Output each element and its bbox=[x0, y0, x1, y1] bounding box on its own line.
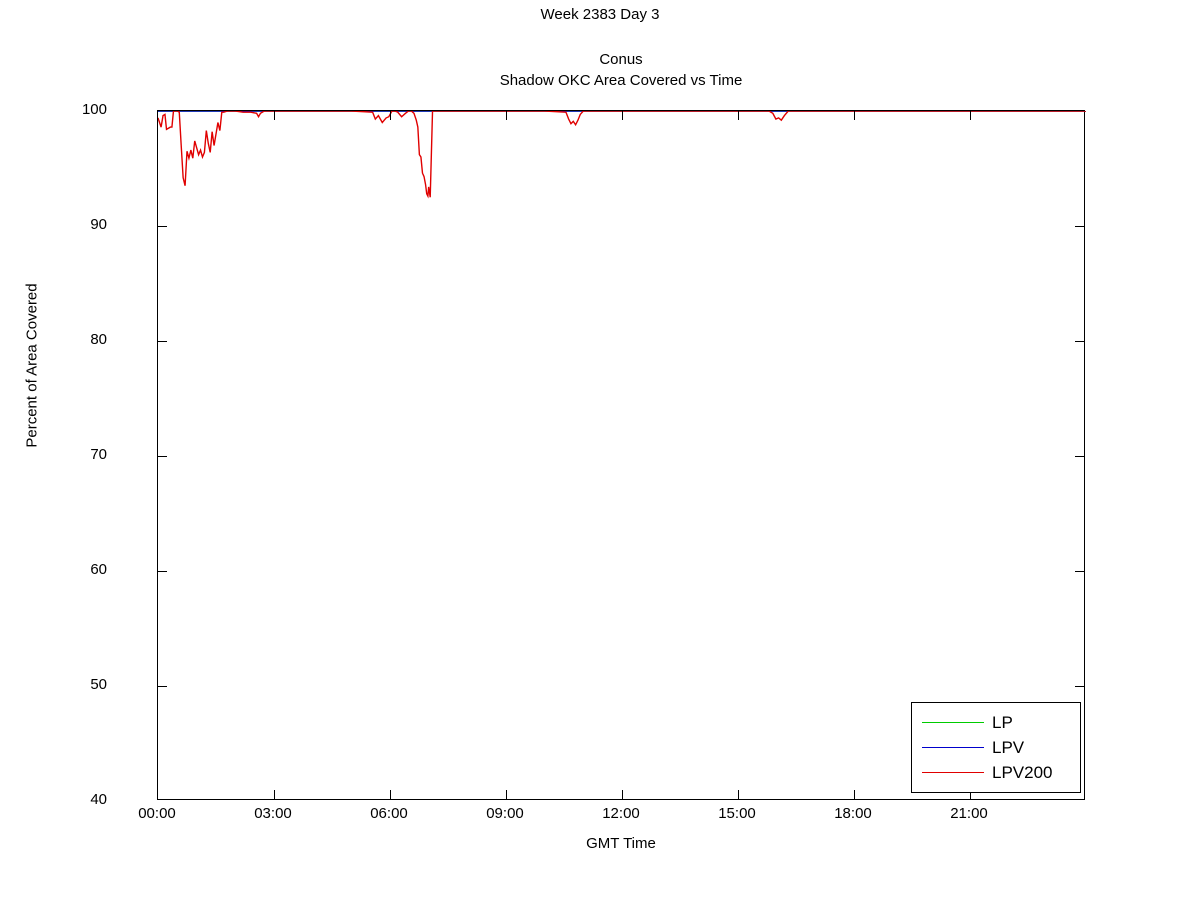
axes-title-line-2: Shadow OKC Area Covered vs Time bbox=[499, 72, 743, 89]
x-tick-mark bbox=[622, 790, 623, 799]
y-tick-label: 100 bbox=[81, 101, 107, 118]
legend-item-lpv200[interactable]: LPV200 bbox=[912, 760, 1080, 785]
x-tick-label: 12:00 bbox=[602, 805, 640, 822]
y-tick-mark bbox=[158, 456, 167, 457]
y-tick-label: 40 bbox=[90, 791, 107, 808]
y-tick-label: 80 bbox=[90, 331, 107, 348]
legend-color-swatch bbox=[922, 722, 984, 723]
x-tick-mark bbox=[390, 790, 391, 799]
legend-item-lp[interactable]: LP bbox=[912, 710, 1080, 735]
x-tick-mark bbox=[970, 790, 971, 799]
y-tick-label: 50 bbox=[90, 676, 107, 693]
y-tick-mark bbox=[158, 341, 167, 342]
plot-canvas bbox=[158, 111, 1086, 199]
x-tick-mark bbox=[970, 111, 971, 120]
axes-title: Conus Shadow OKC Area Covered vs Time bbox=[157, 49, 1085, 91]
x-tick-mark bbox=[390, 111, 391, 120]
y-tick-label: 60 bbox=[90, 561, 107, 578]
x-tick-label: 15:00 bbox=[718, 805, 756, 822]
y-tick-mark bbox=[1075, 456, 1084, 457]
legend-label: LPV200 bbox=[992, 763, 1053, 782]
y-tick-mark bbox=[1075, 341, 1084, 342]
y-tick-mark bbox=[158, 571, 167, 572]
y-tick-label: 70 bbox=[90, 446, 107, 463]
x-tick-mark bbox=[506, 111, 507, 120]
x-tick-mark bbox=[738, 790, 739, 799]
x-tick-label: 09:00 bbox=[486, 805, 524, 822]
series-line-lpv200 bbox=[158, 111, 1086, 199]
x-tick-label: 18:00 bbox=[834, 805, 872, 822]
axes-title-line-1: Conus bbox=[599, 51, 643, 68]
x-tick-label: 03:00 bbox=[254, 805, 292, 822]
x-tick-label: 06:00 bbox=[370, 805, 408, 822]
x-tick-mark bbox=[738, 111, 739, 120]
legend-color-swatch bbox=[922, 747, 984, 748]
series-layer bbox=[158, 111, 1086, 199]
legend-item-lpv[interactable]: LPV bbox=[912, 735, 1080, 760]
legend-color-swatch bbox=[922, 772, 984, 773]
plot-area bbox=[157, 110, 1086, 800]
legend-label: LPV bbox=[992, 738, 1025, 757]
legend-label: LP bbox=[992, 713, 1013, 732]
y-tick-label: 90 bbox=[90, 216, 107, 233]
figure-title: Week 2383 Day 3 bbox=[540, 6, 660, 23]
y-axis-label: Percent of Area Covered bbox=[23, 283, 41, 448]
x-tick-mark bbox=[506, 790, 507, 799]
legend[interactable]: LP LPV LPV200 bbox=[911, 702, 1081, 793]
y-tick-mark bbox=[1075, 571, 1084, 572]
y-tick-mark bbox=[158, 226, 167, 227]
x-tick-mark bbox=[274, 111, 275, 120]
x-tick-mark bbox=[854, 790, 855, 799]
y-tick-mark bbox=[1075, 226, 1084, 227]
x-tick-mark bbox=[622, 111, 623, 120]
x-axis-label: GMT Time bbox=[586, 835, 656, 852]
x-tick-mark bbox=[854, 111, 855, 120]
y-tick-mark bbox=[158, 686, 167, 687]
x-tick-mark bbox=[274, 790, 275, 799]
x-tick-label: 21:00 bbox=[950, 805, 988, 822]
y-tick-mark bbox=[1075, 686, 1084, 687]
x-tick-label: 00:00 bbox=[138, 805, 176, 822]
